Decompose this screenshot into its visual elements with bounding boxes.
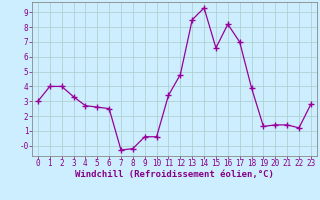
X-axis label: Windchill (Refroidissement éolien,°C): Windchill (Refroidissement éolien,°C) (75, 170, 274, 179)
